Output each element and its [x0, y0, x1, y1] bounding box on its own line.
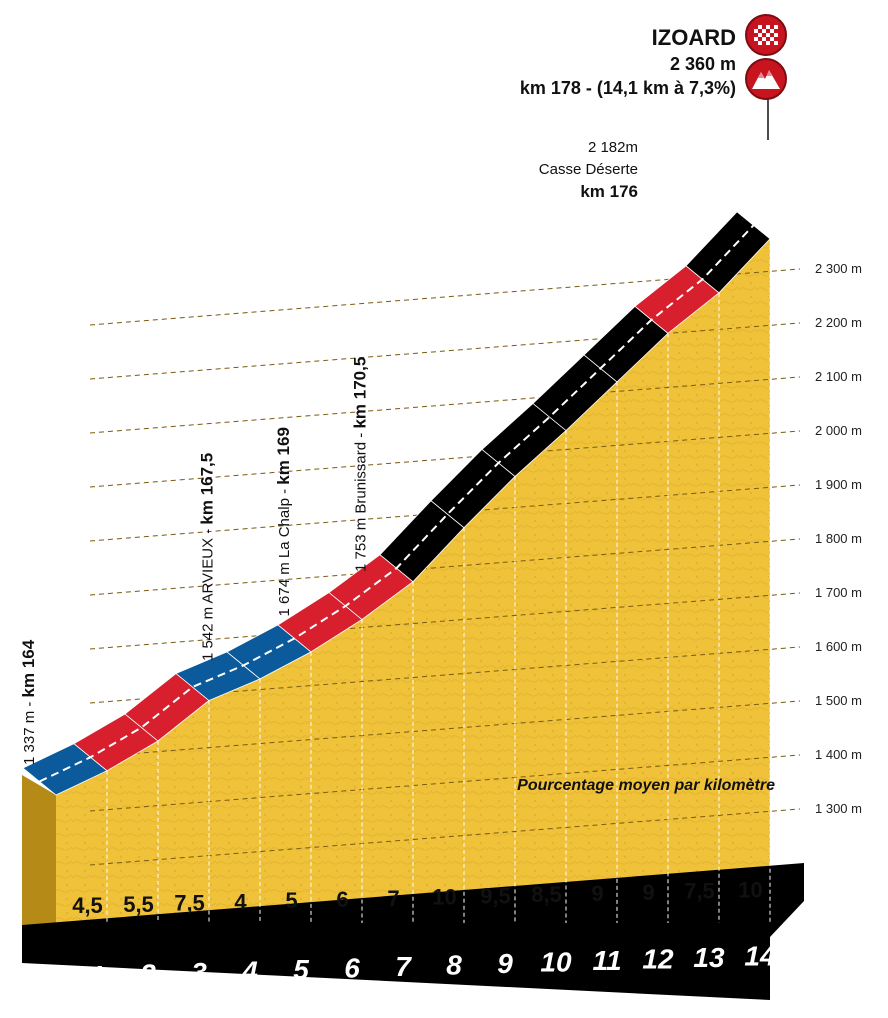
x-tick-label: 12 [642, 944, 674, 975]
y-tick-label: 2 300 m [815, 261, 862, 276]
road-centerline [39, 224, 755, 783]
x-tick-label: 7 [395, 951, 412, 982]
casse-deserte-label: Casse Déserte [539, 161, 638, 178]
poi-label: 1 337 m - km 164 [19, 639, 38, 765]
elevation-gridline [89, 484, 801, 542]
y-tick-label: 2 100 m [815, 369, 862, 384]
elevation-gridline [89, 538, 801, 596]
elevation-gridline [89, 376, 801, 434]
x-tick-label: 14 [744, 941, 776, 972]
x-tick-label: 2 [139, 959, 156, 990]
gradient-label: 7,5 [684, 879, 715, 904]
y-tick-label: 1 900 m [815, 477, 862, 492]
y-tick-label: 2 200 m [815, 315, 862, 330]
x-tick-label: 8 [446, 950, 462, 981]
gradient-label: 5,5 [123, 892, 154, 917]
base-front [22, 925, 770, 1000]
y-tick-label: 2 000 m [815, 423, 862, 438]
gradient-label: 4,5 [72, 893, 103, 918]
gradient-label: 7 [387, 886, 399, 911]
x-tick-label: 10 [540, 947, 572, 978]
y-tick-label: 1 400 m [815, 747, 862, 762]
elevation-gridline [89, 592, 801, 650]
y-tick-label: 1 700 m [815, 585, 862, 600]
summit-name: IZOARD [652, 25, 736, 50]
y-tick-label: 1 300 m [815, 801, 862, 816]
y-tick-label: 1 600 m [815, 639, 862, 654]
gradient-label: 9 [642, 880, 654, 905]
poi-label: 1 753 m Brunissard - km 170,5 [351, 357, 370, 572]
casse-deserte-label: 2 182m [588, 139, 638, 156]
y-tick-label: 1 800 m [815, 531, 862, 546]
gradient-label: 6 [336, 887, 348, 912]
x-tick-label: 11 [592, 945, 621, 976]
summit-elevation: 2 360 m [670, 54, 736, 74]
gradient-label: 9,5 [480, 883, 511, 908]
mountain-icon [745, 58, 787, 100]
elevation-gridline [89, 754, 801, 812]
gradient-label: 9 [591, 881, 603, 906]
summit-info: IZOARD 2 360 m km 178 - (14,1 km à 7,3%) [520, 14, 787, 140]
gradient-label: 7,5 [174, 891, 205, 916]
x-tick-label: 1 [89, 960, 105, 991]
y-tick-label: 1 500 m [815, 693, 862, 708]
elevation-gridline [89, 808, 801, 866]
poi-label: 1 542 m ARVIEUX - km 167,5 [198, 453, 217, 661]
gradient-label: 10 [738, 877, 762, 902]
elevation-gridline [89, 700, 801, 758]
x-tick-label: 5 [293, 954, 309, 985]
average-gradient-label: Pourcentage moyen par kilomètre [517, 777, 775, 794]
elevation-gridline [89, 268, 801, 326]
finish-flag-icon [745, 14, 787, 56]
casse-deserte-label: km 176 [580, 182, 638, 201]
gridlines [89, 238, 801, 923]
x-tick-label: 13 [693, 942, 725, 973]
x-tick-label: 3 [191, 957, 207, 988]
terrain-side [22, 775, 56, 925]
gradient-label: 8,5 [531, 882, 562, 907]
poi-label: 1 674 m La Chalp - km 169 [274, 427, 293, 616]
gradient-label: 10 [432, 885, 456, 910]
x-tick-label: 9 [497, 948, 513, 979]
x-tick-label: 4 [241, 956, 258, 987]
gradient-label: 5 [285, 888, 297, 913]
road-profile [22, 211, 771, 796]
x-tick-label: 6 [344, 953, 360, 984]
elevation-gridline [89, 430, 801, 488]
summit-details: km 178 - (14,1 km à 7,3%) [520, 78, 736, 98]
gradient-label: 4 [234, 889, 247, 914]
elevation-gridline [89, 322, 801, 380]
chart-labels: 1 300 m 1 400 m 1 500 m 1 600 m 1 700 m 1 800… [19, 139, 862, 991]
